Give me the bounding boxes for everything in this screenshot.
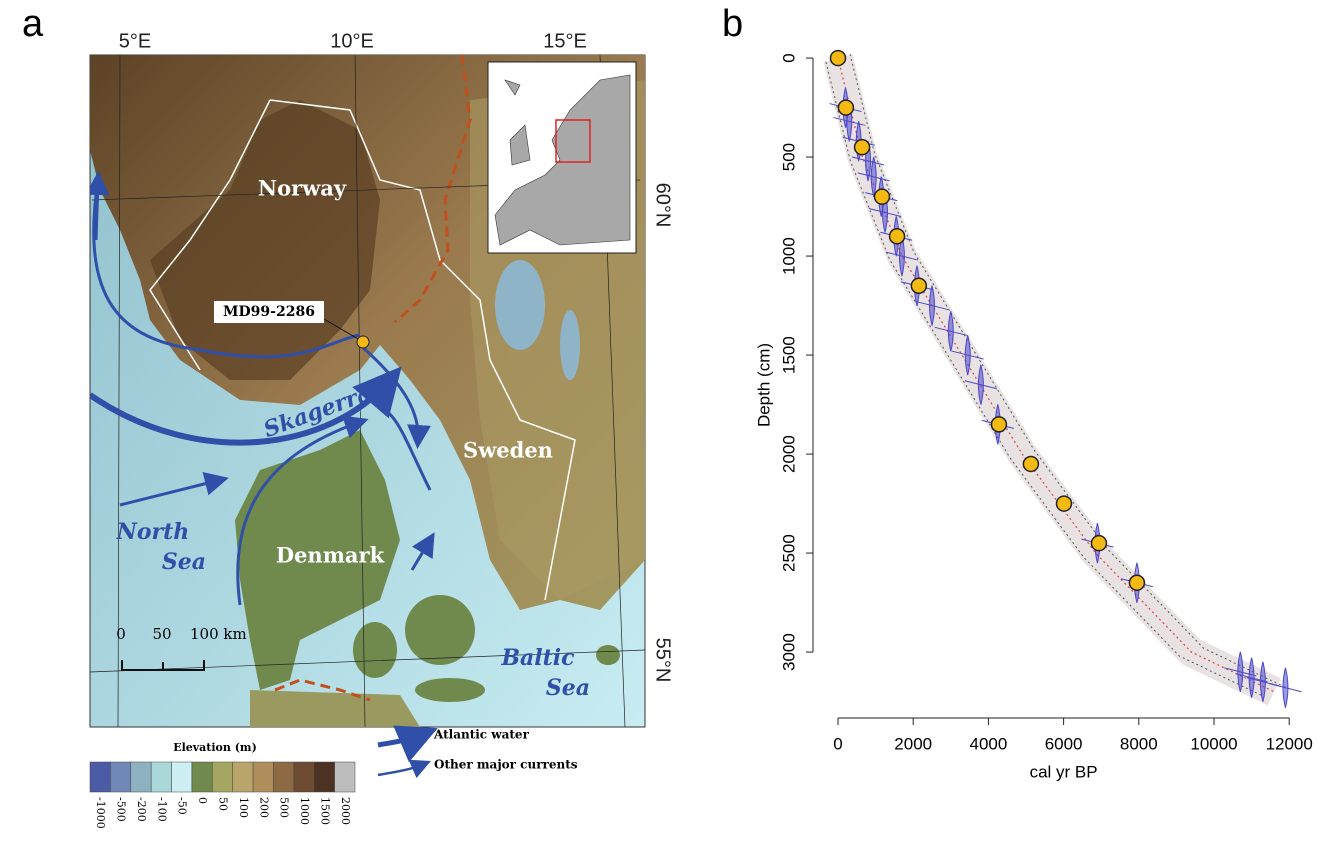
island xyxy=(353,622,397,678)
core-site xyxy=(357,336,369,348)
lat-label: 60°N xyxy=(652,183,674,228)
date-point xyxy=(991,417,1006,432)
legend-tick-label: 100 xyxy=(237,797,250,818)
island xyxy=(596,645,620,665)
figure: a xyxy=(0,0,1344,836)
legend-swatch xyxy=(253,762,273,792)
age-model xyxy=(838,58,1274,692)
date-point xyxy=(890,229,905,244)
legend-tick-label: 0 xyxy=(196,797,209,804)
legend-swatch xyxy=(273,762,293,792)
island xyxy=(415,678,485,702)
sea-label: Baltic xyxy=(500,645,575,671)
x-tick-label: 2000 xyxy=(894,734,932,753)
y-axis-title: Depth (cm) xyxy=(754,343,773,427)
germany xyxy=(250,690,420,727)
legend-swatch xyxy=(172,762,192,792)
y-tick-label: 2000 xyxy=(779,435,798,473)
x-axis-title: cal yr BP xyxy=(1030,762,1098,781)
legend-tick-label: -200 xyxy=(135,797,148,822)
legend-tick-label: -50 xyxy=(176,797,189,815)
legend-label: Other major currents xyxy=(434,758,578,772)
legend-tick-label: -1000 xyxy=(94,797,107,829)
y-tick-label: 0 xyxy=(779,53,798,62)
x-tick-label: 6000 xyxy=(1045,734,1083,753)
legend-swatch xyxy=(212,762,232,792)
legend-tick-label: -100 xyxy=(155,797,168,822)
legend-swatch xyxy=(151,762,171,792)
x-tick-label: 8000 xyxy=(1120,734,1158,753)
legend-label: Atlantic water xyxy=(433,728,530,742)
chart-panel: b 0 2000 4000 6000 8000 10000 12000 0 500 1000 150… xyxy=(722,3,1313,781)
lake xyxy=(495,260,545,350)
legend-title: Elevation (m) xyxy=(173,741,257,754)
panel-label: b xyxy=(722,3,743,45)
legend-tick-label: -500 xyxy=(115,797,128,822)
legend-swatch xyxy=(110,762,130,792)
legend-tick-label: 50 xyxy=(217,797,230,811)
island xyxy=(405,595,475,665)
legend-arrow xyxy=(378,734,424,745)
legend-tick-label: 1500 xyxy=(318,797,331,825)
date-point xyxy=(874,189,889,204)
place-label: Norway xyxy=(258,176,347,201)
lake xyxy=(560,310,580,380)
legend-tick-label: 2000 xyxy=(339,797,352,825)
legend-tick-label: 200 xyxy=(257,797,270,818)
lon-label: 5°E xyxy=(119,30,151,52)
age-model-bound xyxy=(850,54,1286,688)
x-tick-label: 0 xyxy=(833,734,842,753)
x-tick-label: 10000 xyxy=(1190,734,1237,753)
date-point xyxy=(831,51,846,66)
date-point xyxy=(911,278,926,293)
legend-swatch xyxy=(294,762,314,792)
legend-swatch xyxy=(233,762,253,792)
map-panel: a xyxy=(22,3,674,829)
legend-tick-label: 1000 xyxy=(298,797,311,825)
lat-label: 55°N xyxy=(652,638,674,683)
sea-label: North xyxy=(116,519,190,545)
lon-label: 15°E xyxy=(543,30,587,52)
date-point xyxy=(855,140,870,155)
legend-swatch xyxy=(335,762,355,792)
legend-swatch xyxy=(90,762,110,792)
y-tick-label: 1500 xyxy=(779,336,798,374)
legend-swatch xyxy=(314,762,334,792)
lon-label: 10°E xyxy=(330,30,374,52)
current xyxy=(96,180,98,240)
scale-label: 0 xyxy=(116,625,126,643)
sea-label: Sea xyxy=(162,549,206,575)
date-point xyxy=(1056,496,1071,511)
legend-swatch xyxy=(192,762,212,792)
x-tick-label: 12000 xyxy=(1266,734,1313,753)
date-point xyxy=(1129,575,1144,590)
legend-swatch xyxy=(131,762,151,792)
legend-tick-label: 500 xyxy=(278,797,291,818)
legend-arrow xyxy=(378,764,424,775)
scale-label: 100 km xyxy=(190,625,247,643)
sea-label: Sea xyxy=(546,675,590,701)
x-tick-label: 4000 xyxy=(969,734,1007,753)
y-tick-label: 500 xyxy=(779,143,798,171)
date-point xyxy=(1023,456,1038,471)
panel-label: a xyxy=(22,3,44,45)
age-model-envelope xyxy=(838,58,1274,692)
y-tick-label: 3000 xyxy=(779,633,798,671)
age-model-bound xyxy=(826,62,1262,696)
scale-label: 50 xyxy=(152,625,171,643)
place-label: Denmark xyxy=(276,543,385,568)
y-tick-label: 1000 xyxy=(779,237,798,275)
place-label: Sweden xyxy=(463,438,553,463)
y-tick-label: 2500 xyxy=(779,534,798,572)
core-label: MD99-2286 xyxy=(223,304,315,320)
date-point xyxy=(1091,536,1106,551)
date-point xyxy=(838,100,853,115)
